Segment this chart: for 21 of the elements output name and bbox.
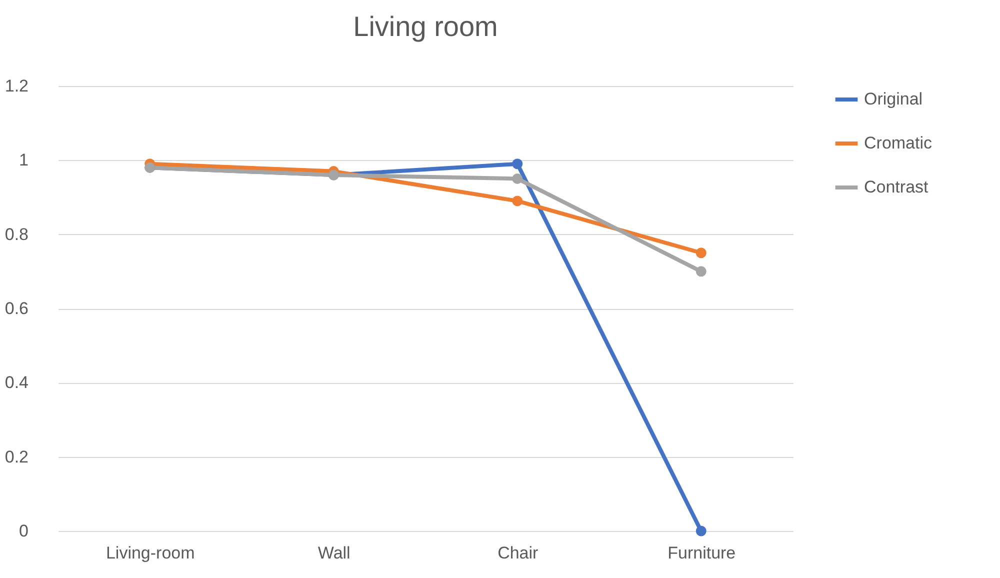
point (696, 266, 706, 277)
y-tick-label: 0.8 (4, 224, 28, 244)
point (512, 173, 523, 184)
x-tick-label: Furniture (668, 544, 736, 562)
y-tick-label: 1 (19, 150, 28, 170)
chart-title: Living room (353, 11, 498, 42)
point (512, 196, 523, 206)
y-tick-label: 0.2 (4, 447, 28, 466)
x-tick-label: Living-room (106, 544, 195, 562)
x-tick-label: Chair (498, 544, 539, 562)
legend-label: Original (864, 90, 923, 108)
x-tick-label: Wall (318, 544, 350, 562)
y-tick-label: 0 (19, 522, 28, 540)
legend-label: Contrast (864, 178, 929, 196)
legend-label: Cromatic (864, 134, 933, 152)
point (512, 158, 523, 170)
y-tick-label: 0.6 (4, 299, 28, 318)
y-tick-label: 1.2 (4, 76, 28, 96)
point (696, 526, 706, 536)
point (696, 248, 706, 258)
y-tick-label: 0.4 (4, 373, 28, 392)
